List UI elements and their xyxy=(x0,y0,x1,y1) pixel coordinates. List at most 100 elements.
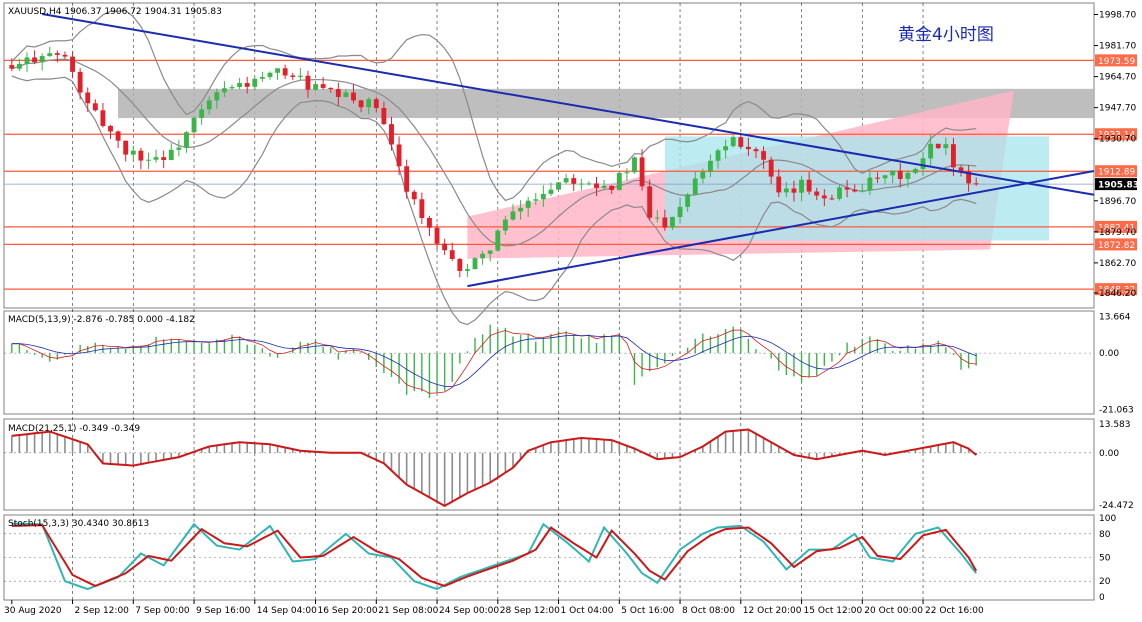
level-label: 1872.82 xyxy=(1098,241,1135,251)
candle-body xyxy=(85,92,91,104)
candle-body xyxy=(844,187,850,190)
trendlines: 1905.83 xyxy=(42,12,1139,288)
candle-body xyxy=(419,199,425,218)
candle-body xyxy=(32,57,38,63)
candle-body xyxy=(115,131,121,141)
candle-body xyxy=(100,110,106,126)
candle-body xyxy=(47,53,53,57)
candle-body xyxy=(54,53,60,55)
x-tick-label: 8 Oct 08:00 xyxy=(682,606,735,616)
candle-body xyxy=(502,219,508,231)
candle-body xyxy=(184,132,189,148)
candle-body xyxy=(305,75,311,90)
candle-body xyxy=(464,269,470,271)
candle-body xyxy=(168,149,174,160)
macd2-panel xyxy=(3,418,1095,511)
candle-body xyxy=(715,150,721,161)
x-tick-label: 16 Sep 20:00 xyxy=(318,606,378,616)
macd1-label: MACD(5,13,9) -2.876 -0.785 0.000 -4.182 xyxy=(8,315,195,325)
candle-body xyxy=(692,178,698,195)
candle-body xyxy=(153,157,159,160)
candle-body xyxy=(206,100,212,110)
macd1-line xyxy=(11,329,977,394)
level-label: 1848.32 xyxy=(1098,286,1135,296)
level-tag xyxy=(1095,165,1137,178)
y-axis-labels: 1998.70 1981.70 1964.70 1947.70 1930.70 1896.… xyxy=(1094,11,1136,603)
uptrend-line xyxy=(467,170,1095,288)
candle-body xyxy=(328,87,334,90)
candle-body xyxy=(229,87,235,89)
candle-body xyxy=(214,92,220,101)
x-tick-label: 20 Oct 00:00 xyxy=(864,606,923,616)
candle-body xyxy=(723,146,729,151)
y-tick-label: 0.00 xyxy=(1099,449,1119,459)
candle-body xyxy=(138,150,144,161)
candle-body xyxy=(563,178,569,183)
candle-body xyxy=(404,166,410,192)
candle-body xyxy=(616,172,622,190)
candle-body xyxy=(146,159,151,161)
candle-body xyxy=(548,189,554,194)
candle-body xyxy=(783,188,789,193)
x-tick-label: 5 Oct 16:00 xyxy=(621,606,674,616)
macd2-series xyxy=(10,428,978,508)
candle-body xyxy=(275,68,281,73)
level-label: 1882.41 xyxy=(1098,223,1135,233)
candle-body xyxy=(556,182,561,190)
candle-body xyxy=(609,185,615,190)
candle-body xyxy=(935,143,941,149)
candle-body xyxy=(761,151,767,160)
candle-body xyxy=(966,171,972,184)
current-price-label: 1905.83 xyxy=(1098,181,1139,191)
y-tick-label: 1862.70 xyxy=(1099,259,1136,269)
x-tick-label: 12 Oct 20:00 xyxy=(743,606,802,616)
candle-body xyxy=(16,63,22,69)
candle-body xyxy=(958,167,964,172)
candle-body xyxy=(9,65,15,69)
candle-body xyxy=(495,230,501,251)
x-tick-label: 22 Oct 16:00 xyxy=(925,606,984,616)
horizontal-levels: 1973.59 1933.14 1912.89 1882.41 1872.82 1848.… xyxy=(4,54,1137,296)
candle-body xyxy=(518,207,524,212)
candle-body xyxy=(973,183,979,185)
stoch-label: Stoch(15,3,3) 30.4340 30.8613 xyxy=(8,519,149,529)
stoch-d-line xyxy=(11,524,978,587)
candle-body xyxy=(890,170,896,176)
candle-body xyxy=(730,137,736,147)
level-label: 1912.89 xyxy=(1098,168,1135,178)
x-tick-label: 9 Sep 16:00 xyxy=(196,606,251,616)
stoch-k-line xyxy=(11,522,977,591)
candle-body xyxy=(381,107,387,125)
candle-body xyxy=(540,193,546,200)
candle-body xyxy=(867,177,873,191)
candle-body xyxy=(343,92,349,97)
candle-body xyxy=(776,176,782,193)
candle-body xyxy=(396,144,402,167)
y-tick-label: 13.583 xyxy=(1099,420,1131,430)
candlesticks xyxy=(9,46,979,278)
level-tag xyxy=(1095,283,1137,296)
candle-body xyxy=(707,160,713,172)
candle-body xyxy=(882,175,888,179)
candle-body xyxy=(578,183,584,185)
candle-body xyxy=(221,88,227,93)
candle-body xyxy=(913,169,918,173)
candle-body xyxy=(335,89,341,97)
x-tick-label: 14 Sep 04:00 xyxy=(257,606,317,616)
candle-body xyxy=(875,177,880,179)
candle-body xyxy=(123,140,129,155)
candle-body xyxy=(297,75,303,77)
candle-body xyxy=(859,190,865,192)
y-tick-label: 0.00 xyxy=(1099,349,1119,359)
consolidation-zone xyxy=(665,136,1049,241)
candle-body xyxy=(487,250,493,254)
candle-body xyxy=(373,99,379,108)
candle-body xyxy=(677,206,683,217)
candle-body xyxy=(92,103,98,111)
macd2-line xyxy=(11,428,977,508)
candle-body xyxy=(654,217,660,219)
level-tag xyxy=(1095,128,1137,141)
candle-body xyxy=(237,83,243,88)
candle-body xyxy=(624,172,630,174)
candle-body xyxy=(905,172,911,179)
